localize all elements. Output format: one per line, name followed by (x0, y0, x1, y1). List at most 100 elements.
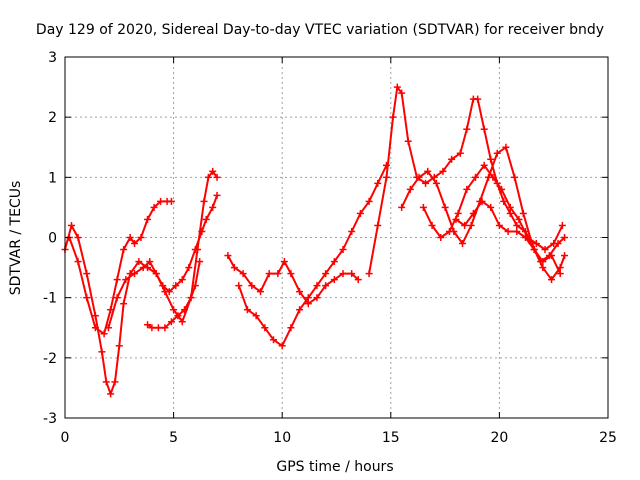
data-point (83, 270, 91, 278)
data-point (137, 234, 145, 241)
data-point (157, 197, 165, 205)
data-point (356, 209, 364, 217)
data-point (196, 258, 204, 266)
data-point (115, 342, 123, 350)
x-axis-tick-labels: 0 5 10 15 20 25 (61, 430, 617, 446)
x-tick-label: 20 (490, 430, 508, 446)
data-point (458, 240, 466, 248)
data-point (513, 221, 521, 229)
data-point (256, 288, 264, 296)
series-satellite-track-e (224, 252, 362, 308)
data-point (489, 173, 497, 181)
data-point (161, 324, 169, 332)
data-point (469, 209, 477, 217)
data-point (131, 240, 139, 248)
data-point (213, 173, 221, 181)
x-tick-label: 0 (61, 430, 70, 446)
data-point (561, 234, 569, 241)
data-point (498, 185, 506, 193)
data-point (144, 321, 152, 329)
data-point (113, 276, 121, 284)
data-point (165, 288, 173, 296)
data-point (139, 264, 147, 272)
data-point (152, 270, 160, 278)
data-point (463, 125, 471, 133)
data-point (131, 270, 139, 278)
data-point (265, 270, 273, 278)
data-point (452, 215, 460, 223)
data-point (374, 221, 382, 229)
data-point (339, 270, 347, 278)
y-axis-tick-labels: -3 -2 -1 0 1 2 3 (43, 50, 57, 427)
data-point (224, 252, 232, 260)
data-point (198, 227, 206, 235)
data-point (461, 221, 469, 229)
data-point (487, 203, 495, 211)
data-point (287, 270, 295, 278)
data-point (100, 330, 108, 338)
data-point (448, 155, 456, 163)
data-point (209, 203, 217, 211)
data-point (167, 318, 175, 326)
data-point (304, 294, 312, 302)
data-point (107, 390, 115, 398)
series-satellite-track-b (65, 197, 175, 338)
series-satellite-track-f (235, 161, 390, 350)
data-point (111, 378, 119, 386)
data-point (322, 270, 330, 278)
data-point (91, 324, 99, 332)
data-point (252, 312, 260, 320)
data-point (148, 324, 156, 332)
x-axis-label: GPS time / hours (276, 459, 393, 475)
data-point (202, 215, 210, 223)
chart-title: Day 129 of 2020, Sidereal Day-to-day VTE… (36, 22, 604, 38)
y-tick-label: 0 (48, 231, 57, 247)
data-point (493, 149, 501, 157)
data-point (445, 227, 453, 235)
data-point (104, 324, 112, 332)
data-point (126, 234, 134, 241)
data-point (463, 185, 471, 193)
data-point (454, 209, 462, 217)
data-point (480, 161, 488, 169)
data-point (515, 215, 523, 223)
data-point (415, 173, 423, 181)
data-point (511, 173, 519, 181)
y-tick-label: 1 (48, 170, 57, 186)
data-point (296, 306, 304, 314)
data-point (248, 282, 256, 290)
data-series (61, 83, 569, 398)
data-point (539, 264, 547, 272)
data-point (480, 125, 488, 133)
data-point (348, 227, 356, 235)
series-line (400, 146, 566, 263)
data-point (113, 294, 121, 302)
data-point (521, 234, 529, 241)
data-point (532, 240, 540, 248)
y-tick-label: 3 (48, 50, 57, 66)
data-point (170, 306, 178, 314)
data-point (235, 282, 243, 290)
data-point (539, 258, 547, 266)
series-line (68, 200, 173, 335)
data-point (487, 155, 495, 163)
data-point (304, 300, 312, 308)
data-point (506, 209, 514, 217)
data-point (561, 252, 569, 260)
data-point (178, 276, 186, 284)
data-point (178, 318, 186, 326)
data-point (398, 89, 406, 97)
data-point (330, 276, 338, 284)
data-point (393, 83, 401, 91)
data-point (441, 203, 449, 211)
data-point (506, 203, 514, 211)
series-satellite-track-i (419, 161, 566, 254)
data-point (83, 294, 91, 302)
y-tick-label: -1 (43, 291, 57, 307)
series-line (368, 86, 566, 281)
data-point (398, 203, 406, 211)
series-satellite-track-g (365, 83, 569, 284)
x-tick-label: 25 (599, 430, 617, 446)
data-point (159, 282, 167, 290)
